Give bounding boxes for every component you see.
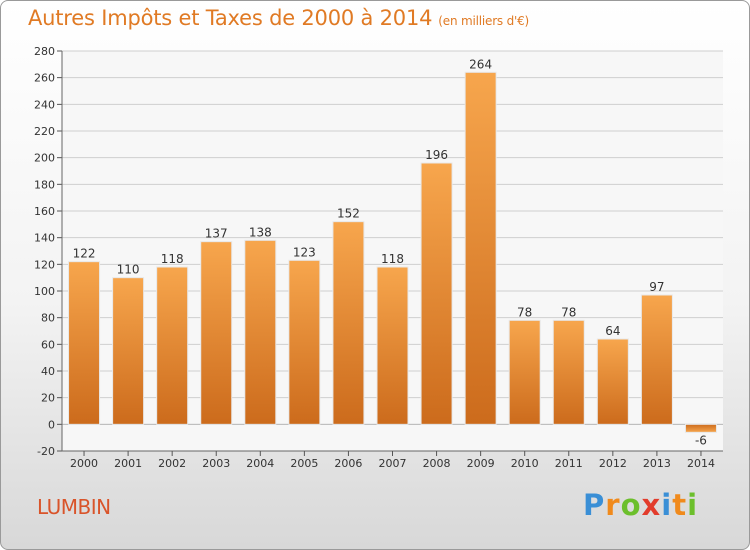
x-tick-label: 2003 (202, 457, 230, 470)
data-label: 118 (161, 252, 184, 266)
x-tick-label: 2013 (643, 457, 671, 470)
logo-letter: P (583, 488, 606, 522)
x-tick-label: 2008 (423, 457, 451, 470)
x-tick-label: 2011 (555, 457, 583, 470)
data-label: -6 (695, 433, 707, 447)
proxiti-logo: Proxiti (583, 488, 698, 522)
y-tick-label: 180 (34, 178, 55, 191)
y-tick-label: 120 (34, 258, 55, 271)
x-tick-label: 2010 (511, 457, 539, 470)
data-label: 196 (425, 148, 448, 162)
data-label: 78 (561, 305, 576, 319)
x-tick-label: 2009 (467, 457, 495, 470)
y-tick-label: 100 (34, 285, 55, 298)
data-label: 138 (249, 225, 272, 239)
logo-letter: o (620, 488, 642, 522)
place-name: LUMBIN (37, 495, 111, 519)
bar (244, 239, 277, 425)
y-tick-label: 0 (48, 418, 55, 431)
bar (156, 266, 189, 425)
bar (464, 71, 497, 425)
y-tick-label: 140 (34, 232, 55, 245)
bar (332, 221, 365, 425)
bar (68, 261, 101, 425)
data-label: 97 (649, 280, 664, 294)
bar (420, 162, 453, 425)
y-tick-label: 280 (34, 45, 55, 58)
data-label: 137 (205, 227, 228, 241)
x-tick-label: 2006 (334, 457, 362, 470)
x-tick-label: 2012 (599, 457, 627, 470)
data-label: 264 (469, 57, 492, 71)
y-tick-label: 200 (34, 152, 55, 165)
bar (640, 294, 673, 425)
bar (288, 259, 321, 425)
x-tick-label: 2002 (158, 457, 186, 470)
y-tick-label: -20 (37, 445, 55, 458)
data-labels: 122 110 118 137 138 123 152 118 196 264 78 78 64 97 -6 (73, 57, 707, 447)
chart-subtitle: (en milliers d'€) (438, 14, 530, 28)
x-tick-label: 2014 (687, 457, 715, 470)
logo-letter: x (641, 488, 662, 522)
x-axis: 2000 2001 2002 2003 2004 2005 2006 2007 2008 2009… (70, 451, 715, 470)
y-tick-label: 60 (41, 338, 55, 351)
bar (684, 423, 717, 433)
x-tick-label: 2001 (114, 457, 142, 470)
x-tick-label: 2004 (246, 457, 274, 470)
data-label: 123 (293, 245, 316, 259)
data-label: 110 (117, 263, 140, 277)
y-tick-label: 220 (34, 125, 55, 138)
y-tick-label: 160 (34, 205, 55, 218)
bar (376, 266, 409, 425)
chart-title: Autres Impôts et Taxes de 2000 à 2014 (en… (28, 6, 529, 30)
x-tick-label: 2000 (70, 457, 98, 470)
y-tick-label: 40 (41, 365, 55, 378)
y-axis: -20 0 20 40 60 80 100 120 140 160 180 200 220 240 260 2… (34, 45, 723, 458)
data-label: 78 (517, 305, 532, 319)
logo-letter: r (605, 488, 621, 522)
y-tick-label: 260 (34, 72, 55, 85)
bar (552, 319, 585, 425)
y-tick-label: 240 (34, 98, 55, 111)
bar (596, 338, 629, 425)
bar (508, 319, 541, 425)
logo-letter: t (672, 488, 688, 522)
bars (68, 71, 717, 433)
data-label: 118 (381, 252, 404, 266)
bar (112, 277, 145, 425)
data-label: 122 (73, 247, 96, 261)
bar (200, 241, 233, 425)
x-tick-label: 2005 (290, 457, 318, 470)
x-tick-label: 2007 (379, 457, 407, 470)
logo-letter: i (687, 488, 699, 522)
title-text: Autres Impôts et Taxes de 2000 à 2014 (28, 6, 433, 30)
y-tick-label: 80 (41, 312, 55, 325)
data-label: 152 (337, 207, 360, 221)
y-tick-label: 20 (41, 392, 55, 405)
logo-letter: i (661, 488, 673, 522)
data-label: 64 (605, 324, 620, 338)
